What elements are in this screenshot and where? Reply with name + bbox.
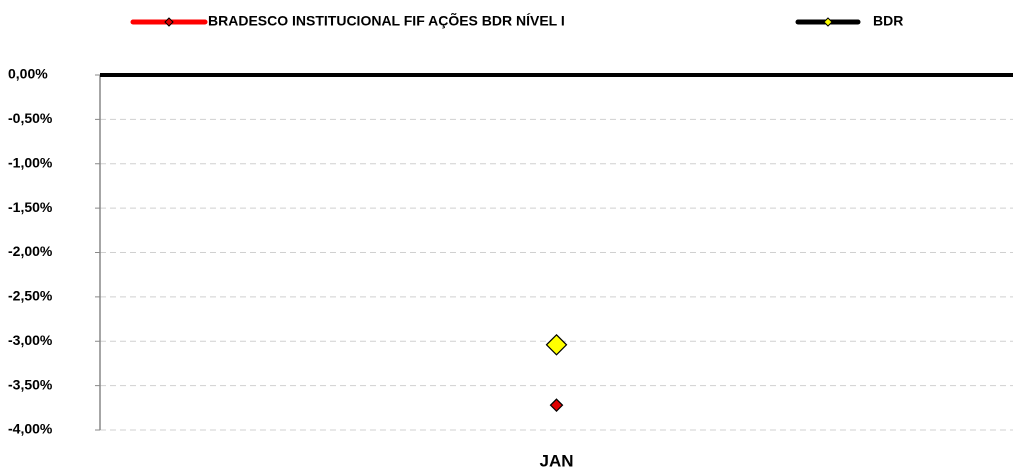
legend-label: BDR [873,13,903,29]
y-tick-label: -1,50% [8,199,53,215]
x-tick-label: JAN [539,451,573,470]
legend-marker [823,17,833,27]
legend-marker [164,17,174,27]
y-tick-label: -3,00% [8,332,53,348]
data-point [545,333,568,356]
y-tick-label: -2,00% [8,243,53,259]
y-tick-label: 0,00% [8,66,48,82]
y-tick-label: -0,50% [8,110,53,126]
y-tick-label: -4,00% [8,421,53,437]
y-tick-label: -3,50% [8,376,53,392]
y-tick-label: -2,50% [8,288,53,304]
legend-label: BRADESCO INSTITUCIONAL FIF AÇÕES BDR NÍV… [208,12,565,29]
y-tick-label: -1,00% [8,154,53,170]
data-point [549,398,564,412]
